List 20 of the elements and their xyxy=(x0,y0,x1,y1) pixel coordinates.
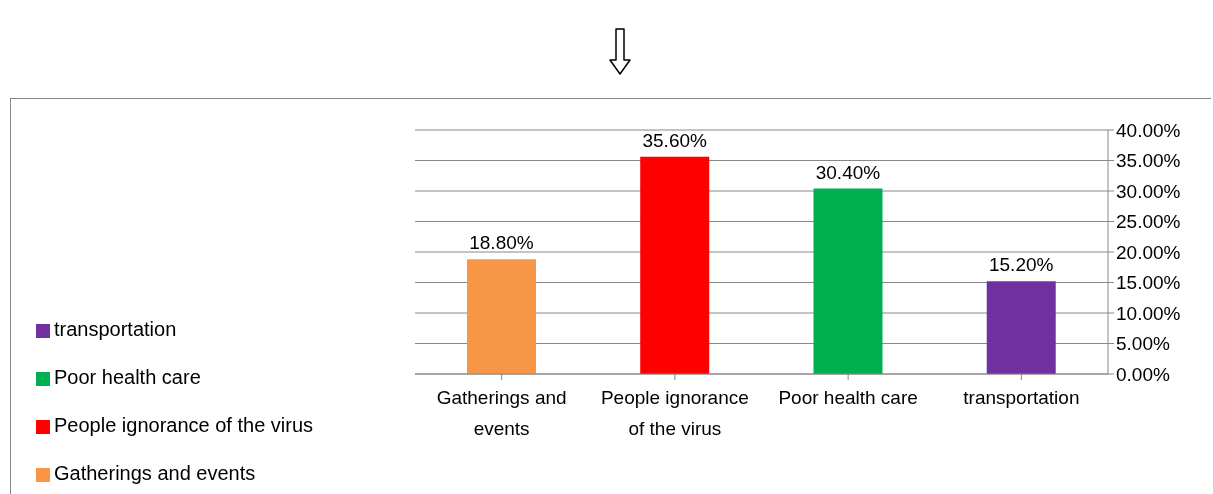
x-tick-label: People ignorance of the virus xyxy=(600,387,749,439)
data-label: 18.80% xyxy=(469,232,534,254)
x-tick-label: Gatherings and events xyxy=(436,387,567,439)
x-tick-label: transportation xyxy=(963,387,1080,408)
data-label: 15.20% xyxy=(989,254,1054,276)
x-tick-label: Poor health care xyxy=(778,387,918,408)
y-tick-label: 20.00% xyxy=(1116,241,1181,263)
legend-label: transportation xyxy=(54,318,177,340)
y-tick-label: 25.00% xyxy=(1116,211,1181,233)
legend-label: Poor health care xyxy=(54,366,201,388)
y-tick-label: 15.00% xyxy=(1116,272,1181,294)
y-tick-label: 5.00% xyxy=(1116,333,1170,355)
data-label: 30.40% xyxy=(815,161,881,183)
y-tick-label: 30.00% xyxy=(1116,180,1181,202)
y-tick-label: 10.00% xyxy=(1116,302,1181,324)
y-tick-label: 40.00% xyxy=(1116,119,1181,141)
legend-label: Gatherings and events xyxy=(54,462,256,484)
y-tick-label: 0.00% xyxy=(1116,363,1170,385)
data-label: 35.60% xyxy=(642,129,708,151)
y-tick-label: 35.00% xyxy=(1116,150,1181,172)
